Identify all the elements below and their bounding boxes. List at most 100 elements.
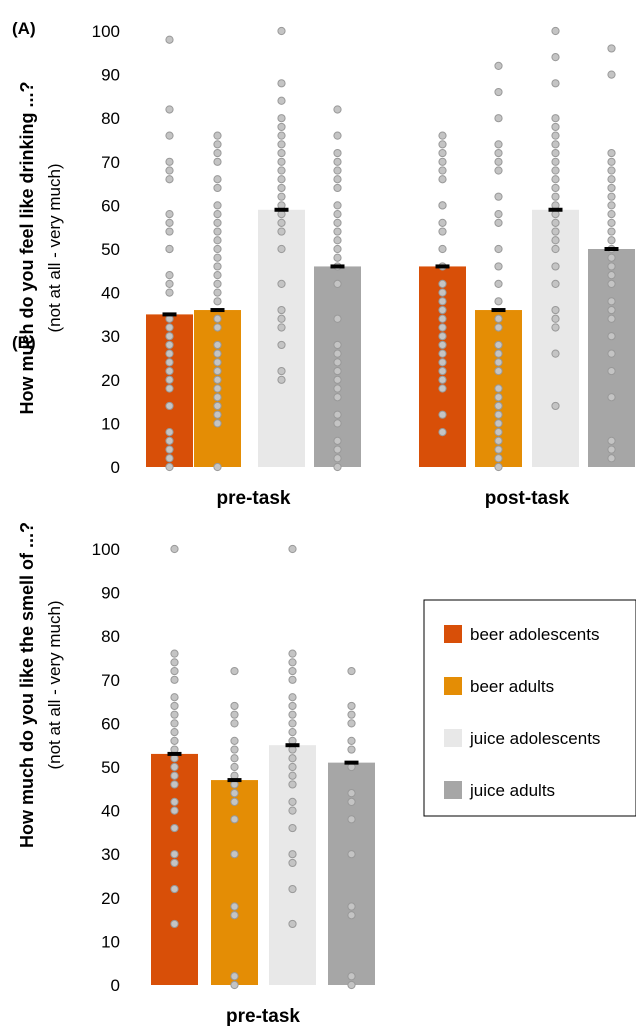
data-point — [551, 236, 560, 245]
data-point — [288, 544, 297, 554]
data-point — [230, 980, 239, 990]
data-point — [288, 771, 297, 780]
panel-a-category-label: pre-task — [217, 488, 291, 509]
data-point — [438, 323, 447, 332]
data-point — [288, 850, 297, 859]
data-point — [607, 366, 616, 376]
data-point — [333, 349, 342, 358]
data-point — [230, 850, 239, 859]
data-point — [438, 349, 447, 358]
data-point — [347, 972, 356, 981]
data-point — [494, 323, 503, 332]
data-point — [607, 210, 616, 219]
panel-b-ytick-20: 20 — [101, 889, 120, 908]
mean-marker — [210, 308, 225, 313]
data-point — [494, 279, 503, 288]
data-point — [551, 140, 560, 149]
data-point — [347, 911, 356, 920]
data-point — [288, 797, 297, 806]
data-point — [494, 393, 503, 402]
data-point — [438, 384, 447, 393]
data-point — [347, 797, 356, 806]
data-point — [277, 157, 286, 166]
data-point — [494, 314, 503, 323]
data-point — [213, 157, 222, 166]
data-point — [165, 227, 174, 236]
data-point — [277, 227, 286, 236]
data-point — [277, 96, 286, 105]
data-point — [333, 131, 342, 140]
data-point — [165, 349, 174, 358]
data-point — [607, 271, 616, 280]
panel-a-ytick-30: 30 — [101, 327, 120, 346]
data-point — [494, 454, 503, 463]
data-point — [333, 244, 342, 254]
data-point — [607, 218, 616, 227]
legend-swatch-juice-adolescents — [444, 729, 462, 747]
panel-a-ytick-90: 90 — [101, 66, 120, 85]
legend-label-beer-adults: beer adults — [470, 677, 554, 696]
data-point — [494, 419, 503, 428]
data-point — [170, 762, 179, 772]
bar-beer-adults — [211, 780, 258, 985]
legend-label-juice-adolescents: juice adolescents — [469, 729, 600, 748]
panel-b-chart: 0 10 20 30 40 50 60 70 80 90 100 pre-task — [92, 540, 375, 1027]
data-point — [277, 305, 286, 315]
data-point — [494, 428, 503, 437]
mean-marker — [344, 760, 359, 765]
data-point — [230, 736, 239, 745]
mean-marker — [491, 308, 506, 313]
data-point — [333, 445, 342, 454]
panel-b-ytick-100: 100 — [92, 540, 120, 559]
panel-a-ytick-60: 60 — [101, 196, 120, 215]
data-point — [551, 218, 560, 227]
data-point — [170, 701, 179, 711]
data-point — [494, 445, 503, 454]
data-point — [333, 236, 342, 245]
data-point — [277, 175, 286, 184]
panel-b-ylabel-sub: (not at all - very much) — [45, 600, 64, 769]
data-point — [438, 332, 447, 341]
data-point — [494, 366, 503, 376]
data-point — [551, 262, 560, 271]
data-point — [277, 314, 286, 323]
data-point — [333, 157, 342, 166]
legend-label-beer-adolescents: beer adolescents — [470, 625, 599, 644]
mean-marker — [285, 743, 300, 748]
data-point — [170, 806, 179, 815]
data-point — [170, 666, 179, 676]
data-point — [333, 340, 342, 350]
data-point — [288, 719, 297, 728]
data-point — [607, 175, 616, 184]
mean-marker — [162, 312, 177, 317]
data-point — [347, 980, 356, 990]
data-point — [230, 902, 239, 911]
data-point — [551, 192, 560, 201]
data-point — [494, 297, 503, 306]
data-point — [213, 384, 222, 393]
data-point — [230, 701, 239, 711]
data-point — [170, 736, 179, 745]
legend: beer adolescents beer adults juice adolesc… — [423, 599, 636, 817]
data-point — [170, 728, 179, 737]
data-point — [494, 218, 503, 227]
data-point — [170, 780, 179, 789]
data-point — [277, 183, 286, 193]
data-point — [165, 366, 174, 376]
data-point — [347, 719, 356, 728]
data-point — [213, 140, 222, 149]
data-point — [333, 375, 342, 384]
data-point — [551, 157, 560, 166]
data-point — [333, 314, 342, 323]
data-point — [438, 288, 447, 297]
data-point — [551, 148, 560, 158]
data-point — [607, 166, 616, 175]
mean-marker — [330, 264, 345, 269]
data-point — [213, 340, 222, 350]
data-point — [551, 131, 560, 140]
data-point — [347, 710, 356, 719]
data-point — [288, 754, 297, 763]
data-point — [213, 314, 222, 323]
data-point — [438, 375, 447, 384]
